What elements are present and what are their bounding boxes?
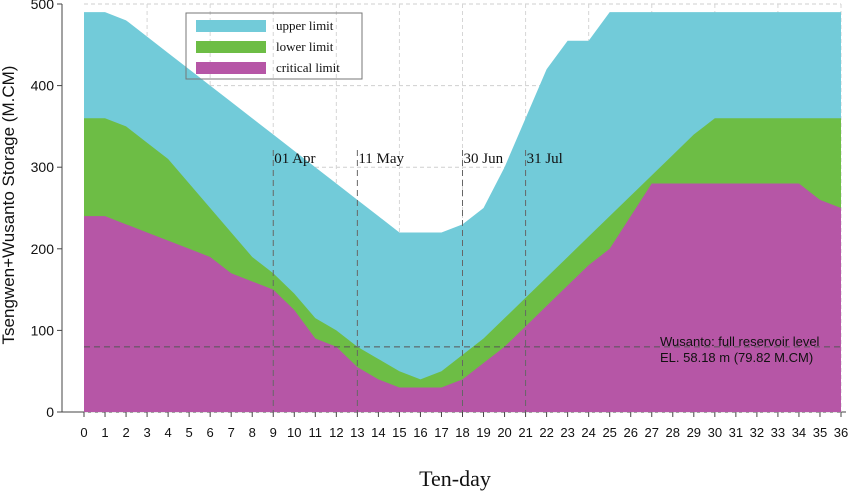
x-axis-title: Ten-day [419, 466, 491, 491]
y-tick-label: 300 [31, 159, 55, 175]
x-tick-label: 10 [287, 425, 301, 440]
x-tick-label: 3 [143, 425, 150, 440]
x-tick-label: 21 [518, 425, 532, 440]
reference-label-line2: EL. 58.18 m (79.82 M.CM) [660, 350, 813, 365]
x-tick-label: 5 [186, 425, 193, 440]
x-tick-label: 22 [539, 425, 553, 440]
x-tick-label: 4 [164, 425, 171, 440]
x-tick-label: 7 [228, 425, 235, 440]
vertical-marker-label: 30 Jun [464, 151, 504, 167]
legend-box [185, 12, 363, 80]
y-tick-label: 200 [31, 241, 55, 257]
vertical-marker-label: 01 Apr [274, 151, 315, 167]
x-tick-label: 28 [666, 425, 680, 440]
x-tick-label: 33 [771, 425, 785, 440]
vertical-marker-label: 31 Jul [527, 151, 563, 167]
y-tick-labels: 0 100 200 300 400 500 [31, 0, 62, 420]
y-tick-label: 100 [31, 322, 55, 338]
x-tick-label: 25 [602, 425, 616, 440]
x-tick-label: 14 [371, 425, 385, 440]
x-tick-label: 30 [708, 425, 722, 440]
x-tick-label: 15 [392, 425, 406, 440]
x-tick-label: 27 [645, 425, 659, 440]
x-tick-label: 11 [309, 425, 323, 440]
x-tick-label: 19 [476, 425, 490, 440]
x-tick-label: 26 [623, 425, 637, 440]
x-tick-label: 29 [687, 425, 701, 440]
x-tick-labels: 0 1 2 3 4 5 6 7 8 9 10 11 12 13 14 15 16 17 18 19 20 21 22 23 24… [80, 412, 848, 440]
y-tick-label: 500 [31, 0, 55, 12]
x-tick-label: 2 [122, 425, 129, 440]
legend-swatch-lower [196, 41, 266, 53]
y-tick-label: 0 [46, 404, 54, 420]
x-tick-label: 6 [207, 425, 214, 440]
legend: upper limit lower limit critical limit [185, 12, 363, 80]
x-tick-label: 16 [413, 425, 427, 440]
x-tick-label: 24 [581, 425, 595, 440]
y-axis-title: Tsengwen+Wusanto Storage (M.CM) [0, 66, 18, 345]
x-tick-label: 12 [329, 425, 343, 440]
x-tick-label: 8 [249, 425, 256, 440]
legend-label-lower: lower limit [276, 39, 334, 54]
x-tick-label: 1 [101, 425, 108, 440]
vertical-marker-label: 11 May [358, 151, 404, 167]
legend-swatch-upper [196, 20, 266, 32]
vertical-markers: 01 Apr 11 May 30 Jun 31 Jul [272, 150, 563, 412]
reference-label-line1: Wusanto: full reservoir level [660, 334, 820, 349]
x-tick-label: 17 [434, 425, 448, 440]
legend-label-upper: upper limit [276, 18, 334, 33]
legend-label-critical: critical limit [276, 60, 340, 75]
y-tick-label: 400 [31, 78, 55, 94]
x-tick-label: 31 [729, 425, 743, 440]
x-tick-label: 35 [813, 425, 827, 440]
x-tick-label: 34 [792, 425, 806, 440]
x-tick-label: 18 [455, 425, 469, 440]
legend-swatch-critical [196, 62, 266, 74]
x-tick-label: 9 [270, 425, 277, 440]
x-tick-label: 20 [497, 425, 511, 440]
x-tick-label: 36 [834, 425, 848, 440]
x-tick-label: 13 [350, 425, 364, 440]
x-tick-label: 32 [750, 425, 764, 440]
x-tick-label: 0 [80, 425, 87, 440]
x-tick-label: 23 [560, 425, 574, 440]
